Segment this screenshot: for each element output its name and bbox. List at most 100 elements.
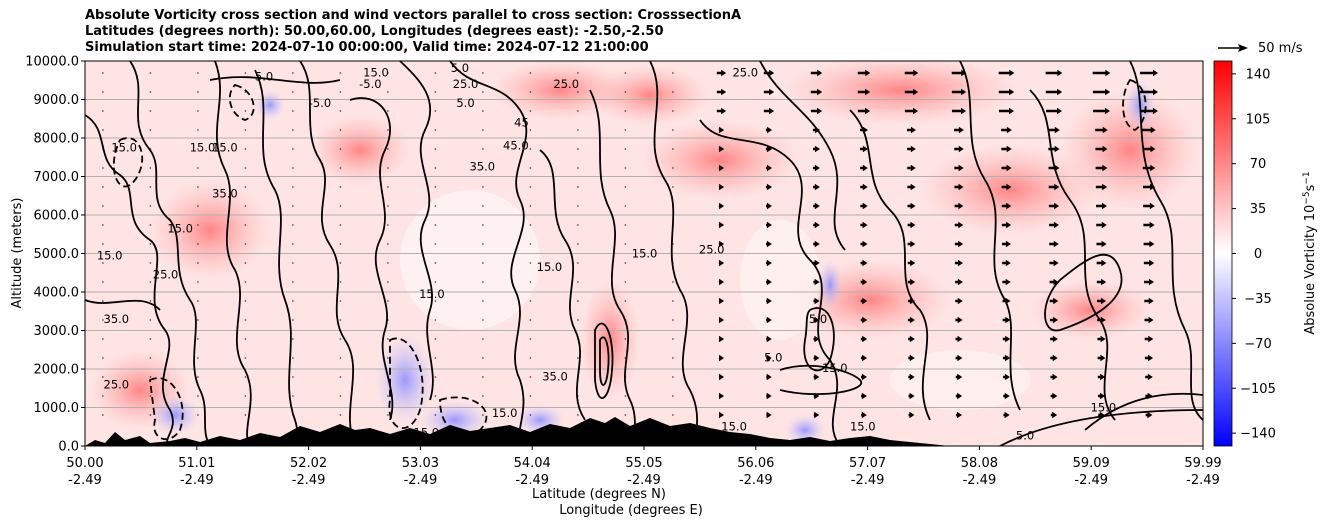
- wind-vector-arrow: [955, 278, 963, 286]
- wind-vector-arrow: [624, 71, 627, 75]
- wind-vector-arrow: [292, 204, 294, 208]
- wind-vector-arrow: [387, 166, 389, 170]
- wind-vector-arrow: [908, 373, 915, 381]
- wind-vector-arrow: [387, 242, 389, 246]
- wind-vector-arrow: [857, 88, 871, 96]
- chart-title-line-2: Latitudes (degrees north): 50.00,60.00, …: [85, 24, 664, 39]
- wind-vector-arrow: [197, 413, 199, 417]
- chart-title-line-3: Simulation start time: 2024-07-10 00:00:…: [85, 40, 649, 55]
- wind-vector-arrow: [149, 185, 152, 189]
- wind-vector-arrow: [102, 90, 104, 94]
- x-axis: 50.00 -2.49 51.01 -2.49 52.02 -2.49 53.03 -2.49…: [66, 446, 1222, 488]
- wind-vector-arrow: [813, 240, 820, 248]
- wind-vector-arrow: [1045, 88, 1063, 96]
- wind-vector-arrow: [955, 354, 963, 362]
- wind-vector-arrow: [1001, 221, 1012, 229]
- wind-vector-arrow: [1050, 373, 1058, 381]
- wind-vector-arrow: [766, 278, 772, 286]
- y-tick-label: 2000.0: [34, 363, 80, 378]
- wind-vector-arrow: [998, 69, 1015, 77]
- wind-vector-arrow: [482, 375, 484, 379]
- wind-vector-arrow: [718, 278, 725, 286]
- wind-vector-arrow: [434, 356, 437, 360]
- x-tick-label-lon: -2.49: [851, 473, 885, 488]
- wind-vector-arrow: [482, 337, 484, 341]
- contour-label: 15.0: [822, 361, 848, 375]
- wind-vector-arrow: [908, 354, 915, 362]
- wind-vector-arrow: [197, 375, 199, 379]
- wind-vector-arrow: [908, 392, 915, 400]
- wind-vector-arrow: [1093, 107, 1110, 115]
- x-tick-label-lon: -2.49: [739, 473, 773, 488]
- wind-vector-arrow: [387, 128, 389, 132]
- wind-vector-arrow: [434, 280, 437, 284]
- wind-vector-arrow: [624, 261, 627, 265]
- wind-vector-arrow: [102, 299, 104, 303]
- contour-label: 25.0: [699, 243, 725, 257]
- wind-vector-arrow: [718, 259, 725, 267]
- wind-vector-arrow: [244, 413, 247, 417]
- wind-vector-arrow: [672, 204, 674, 208]
- wind-vector-arrow: [339, 318, 342, 322]
- wind-vector-arrow: [244, 261, 247, 265]
- wind-vector-arrow: [244, 90, 247, 94]
- wind-vector-arrow: [434, 147, 437, 151]
- wind-vector-arrow: [716, 107, 727, 115]
- wind-vector-arrow: [860, 183, 868, 191]
- wind-vector-arrow: [529, 413, 532, 417]
- contour-label: 25.0: [453, 77, 479, 91]
- wind-vector-arrow: [766, 411, 772, 419]
- wind-vector-arrow: [908, 316, 915, 324]
- wind-vector-arrow: [434, 375, 437, 379]
- wind-vector-arrow: [244, 166, 247, 170]
- wind-vector-arrow: [577, 337, 579, 341]
- x-tick-label-lat: 59.99: [1184, 456, 1221, 471]
- wind-vector-arrow: [1050, 354, 1058, 362]
- contour-label: 35.0: [469, 160, 495, 174]
- contour-lines: [85, 61, 1203, 446]
- wind-vector-arrow: [149, 242, 152, 246]
- wind-vector-arrow: [1001, 164, 1012, 172]
- wind-vector-arrow: [387, 223, 389, 227]
- wind-vector-arrow: [907, 259, 916, 267]
- contour-label: -5.0: [309, 96, 331, 110]
- wind-vector-arrow: [1003, 392, 1010, 400]
- wind-vector-arrow: [102, 375, 104, 379]
- terrain: [85, 417, 950, 446]
- wind-vector-arrow: [1142, 183, 1156, 191]
- wind-vector-arrow: [1142, 164, 1156, 172]
- wind-vector-arrow: [387, 394, 389, 398]
- wind-vector-arrow: [339, 147, 342, 151]
- x-tick-label-lon: -2.49: [180, 473, 214, 488]
- contour-label: 15.0: [190, 140, 216, 154]
- wind-vector-arrow: [387, 261, 389, 265]
- contour-label: 15.0: [97, 248, 123, 262]
- wind-vector-arrow: [998, 107, 1015, 115]
- wind-vector-arrow: [482, 109, 484, 113]
- wind-vector-arrow: [434, 337, 437, 341]
- wind-vector-arrow: [1145, 392, 1153, 400]
- wind-vector-arrow: [1049, 278, 1059, 286]
- wind-vector-arrow: [624, 204, 627, 208]
- wind-vector-arrow: [197, 242, 199, 246]
- wind-vector-arrow: [813, 392, 820, 400]
- wind-vector-arrow: [672, 109, 674, 113]
- wind-vector-arrow: [102, 413, 104, 417]
- wind-vector-arrow: [577, 375, 579, 379]
- wind-vector-arrow: [529, 394, 532, 398]
- wind-vector-arrow: [954, 164, 964, 172]
- wind-vector-arrow: [1143, 259, 1155, 267]
- wind-vector-arrow: [244, 242, 247, 246]
- wind-vector-arrow: [434, 223, 437, 227]
- wind-vector-arrow: [1001, 202, 1012, 210]
- wind-vector-arrow: [766, 354, 772, 362]
- wind-vector-arrow: [482, 242, 484, 246]
- quiver-key: 50 m/s: [1218, 41, 1303, 56]
- wind-vector-arrow: [102, 147, 104, 151]
- contour-label: 15.0: [632, 246, 658, 260]
- wind-vector-arrow: [907, 126, 916, 134]
- wind-vector-arrow: [718, 202, 725, 210]
- x-tick-label-lat: 57.07: [849, 456, 886, 471]
- y-tick-label: 3000.0: [34, 324, 80, 339]
- y-tick-label: 5000.0: [34, 247, 80, 262]
